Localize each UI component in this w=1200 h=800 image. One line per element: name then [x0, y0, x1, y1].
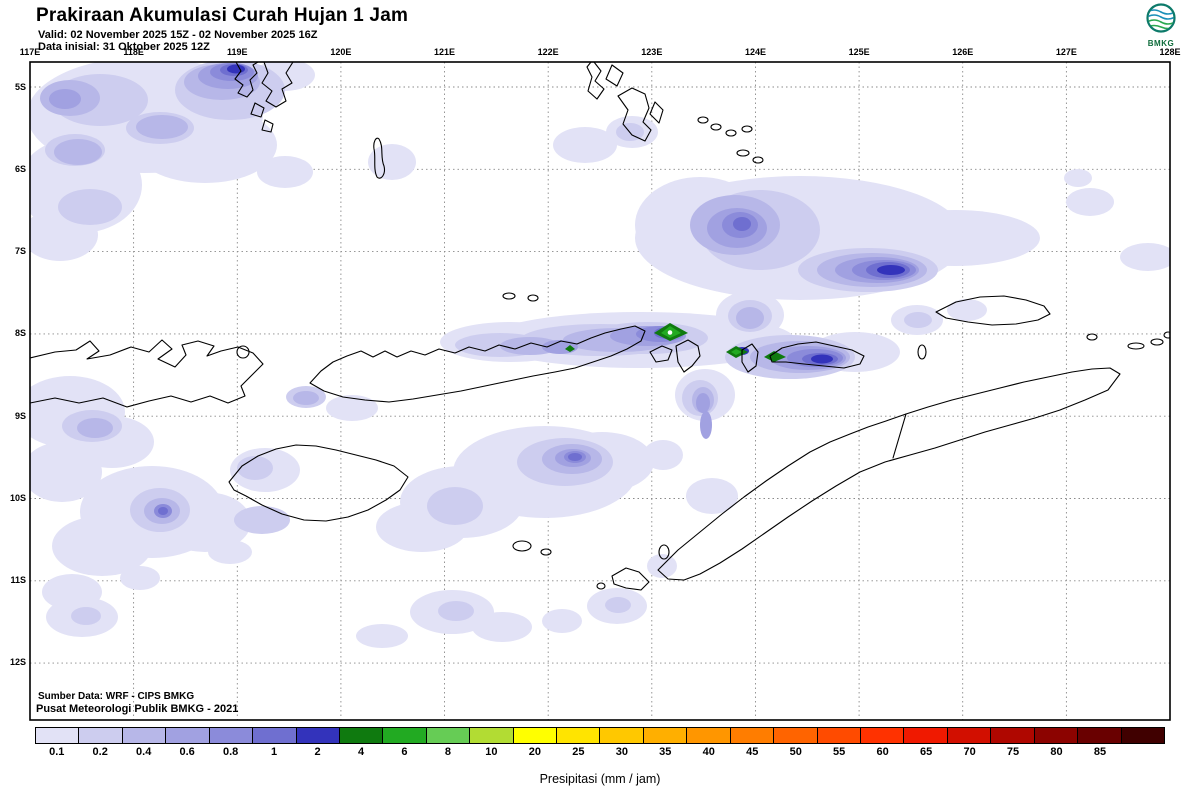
colorbar-cell: [599, 728, 643, 743]
rain-level-heavy: [565, 323, 786, 362]
bmkg-logo: BMKG: [1136, 2, 1186, 48]
lon-label: 122E: [537, 47, 559, 57]
colorbar-tick: 30: [615, 746, 628, 758]
bmkg-logo-label: BMKG: [1147, 39, 1175, 48]
colorbar-tick: 60: [876, 746, 889, 758]
lon-label: 127E: [1055, 47, 1077, 57]
colorbar-cell: [816, 728, 861, 743]
colorbar-cell: [860, 728, 904, 743]
colorbar-tick: 45: [746, 746, 759, 758]
lon-label: 119E: [227, 47, 248, 57]
lat-label: 7S: [14, 246, 26, 257]
bmkg-logo-icon: [1146, 3, 1176, 33]
lon-label: 121E: [434, 47, 456, 57]
page-title: Prakiraan Akumulasi Curah Hujan 1 Jam: [36, 5, 409, 26]
lat-label: 5S: [14, 81, 26, 92]
colorbar-tick: 80: [1050, 746, 1063, 758]
publisher-line: Pusat Meteorologi Publik BMKG - 2021: [36, 703, 239, 715]
colorbar-cell: [773, 728, 817, 743]
colorbar-cell: [642, 728, 687, 743]
colorbar-tick: 65: [919, 746, 933, 758]
colorbar-cell: [903, 728, 947, 743]
lat-label: 9S: [14, 410, 26, 421]
lon-label: 117E: [19, 47, 41, 57]
colorbar-tick: 0.8: [222, 746, 239, 758]
colorbar-tick: 0.4: [136, 746, 152, 758]
colorbar-tick: 10: [485, 746, 498, 758]
colorbar-tick: 8: [444, 746, 452, 758]
colorbar-cell: [1120, 728, 1164, 743]
lon-label: 125E: [848, 47, 870, 57]
colorbar-cell: [729, 728, 774, 743]
colorbar-tick: 1: [271, 746, 278, 758]
colorbar-cell: [946, 728, 991, 743]
colorbar-caption: Presipitasi (mm / jam): [539, 772, 661, 786]
colorbar-tick: 25: [572, 746, 585, 758]
colorbar-cell: [78, 728, 122, 743]
colorbar-cell: [382, 728, 426, 743]
colorbar-tick: 40: [702, 746, 715, 758]
data-initial: Data inisial: 31 Oktober 2025 12Z: [38, 41, 210, 53]
colorbar-cell: [165, 728, 209, 743]
colorbar-cell: [338, 728, 383, 743]
colorbar-cell: [990, 728, 1034, 743]
lon-label: 128E: [1159, 47, 1181, 57]
lon-label: 126E: [952, 47, 974, 57]
colorbar-tick: 75: [1006, 746, 1020, 758]
colorbar-cell: [469, 728, 513, 743]
colorbar-cell: [295, 728, 339, 743]
lon-label: 120E: [330, 47, 352, 57]
colorbar-cell: [1033, 728, 1078, 743]
lon-label: 124E: [744, 47, 766, 57]
colorbar-cell: [208, 728, 253, 743]
precipitation-colorbar: [35, 727, 1165, 744]
colorbar-cell: [1077, 728, 1121, 743]
colorbar-tick: 70: [963, 746, 976, 758]
colorbar-cell: [425, 728, 470, 743]
lat-label: 8S: [14, 328, 26, 339]
colorbar-cell: [556, 728, 600, 743]
colorbar-tick: 85: [1093, 746, 1107, 758]
colorbar-tick: 4: [357, 746, 365, 758]
lon-label: 118E: [123, 47, 144, 57]
colorbar-tick: 50: [789, 746, 802, 758]
colorbar-tick: 6: [401, 746, 408, 758]
map-border: [29, 61, 1171, 721]
valid-period: Valid: 02 November 2025 15Z - 02 Novembe…: [38, 29, 318, 41]
coastlines: [30, 62, 1170, 591]
colorbar-tick: 2: [314, 746, 321, 758]
colorbar-cell: [121, 728, 166, 743]
colorbar-tick-labels: 0.1 0.2 0.4 0.6 0.8 1 2 4 6 8 10 20 25 30 35 40 45 50 55 60…: [35, 746, 1165, 758]
lat-label: 10S: [9, 492, 26, 503]
colorbar-tick: 0.2: [92, 746, 108, 758]
colorbar-tick: [1122, 746, 1165, 758]
lat-label: 12S: [9, 657, 26, 668]
colorbar-tick: 0.6: [179, 746, 195, 758]
colorbar-cell: [686, 728, 730, 743]
colorbar-cell: [512, 728, 557, 743]
colorbar-tick: 0.1: [49, 746, 65, 758]
lon-label: 123E: [641, 47, 663, 57]
colorbar-tick: 55: [833, 746, 846, 758]
source-data-line: Sumber Data: WRF - CIPS BMKG: [38, 691, 195, 702]
colorbar-cell: [36, 728, 79, 743]
colorbar-tick: 35: [659, 746, 672, 758]
colorbar-cell: [252, 728, 296, 743]
lat-label: 11S: [10, 575, 26, 586]
colorbar-tick: 20: [528, 746, 542, 758]
lat-label: 6S: [14, 163, 26, 174]
